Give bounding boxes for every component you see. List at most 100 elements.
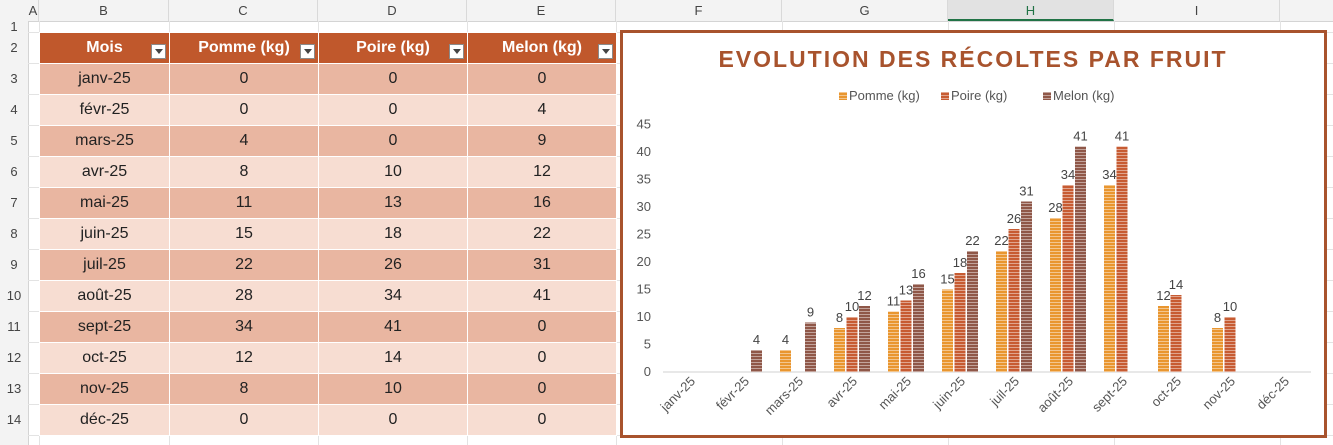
value-cell[interactable]: 0 (318, 404, 468, 436)
row-header-10[interactable]: 10 (6, 288, 22, 303)
row-header-3[interactable]: 3 (10, 71, 18, 86)
row-header-8[interactable]: 8 (10, 226, 18, 241)
column-header-h[interactable]: H (948, 0, 1114, 21)
value-cell[interactable]: 0 (318, 125, 468, 157)
header-pomme[interactable]: Pomme (kg) (169, 32, 319, 64)
bar (1116, 146, 1128, 372)
value-cell[interactable]: 0 (169, 94, 319, 126)
row-header-5[interactable]: 5 (10, 133, 18, 148)
column-header-a[interactable]: A (28, 0, 39, 21)
row-header-4[interactable]: 4 (10, 102, 18, 117)
data-label: 12 (1156, 288, 1170, 303)
row-header-11[interactable]: 11 (7, 319, 21, 334)
row-header-2[interactable]: 2 (10, 40, 18, 55)
harvest-chart[interactable]: EVOLUTION DES RÉCOLTES PAR FRUIT Pomme (k… (620, 30, 1327, 438)
month-cell[interactable]: juin-25 (39, 218, 170, 250)
month-cell[interactable]: sept-25 (39, 311, 170, 343)
filter-dropdown-icon[interactable] (300, 44, 315, 59)
month-cell[interactable]: févr-25 (39, 94, 170, 126)
value-cell[interactable]: 22 (467, 218, 617, 250)
bar (1008, 229, 1020, 372)
value-cell[interactable]: 41 (318, 311, 468, 343)
month-cell[interactable]: mars-25 (39, 125, 170, 157)
filter-dropdown-icon[interactable] (449, 44, 464, 59)
value-cell[interactable]: 0 (169, 63, 319, 95)
value-cell[interactable]: 15 (169, 218, 319, 250)
row-header-13[interactable]: 13 (6, 381, 22, 396)
value-cell[interactable]: 0 (467, 404, 617, 436)
value-cell[interactable]: 18 (318, 218, 468, 250)
y-tick-label: 30 (637, 199, 651, 214)
bar (846, 317, 858, 372)
header-melon[interactable]: Melon (kg) (467, 32, 617, 64)
row-header-9[interactable]: 9 (10, 257, 18, 272)
value-cell[interactable]: 4 (169, 125, 319, 157)
column-header-g[interactable]: G (782, 0, 948, 21)
value-cell[interactable]: 34 (169, 311, 319, 343)
value-cell[interactable]: 8 (169, 156, 319, 188)
legend-swatch (941, 92, 949, 100)
column-header-c[interactable]: C (169, 0, 318, 21)
header-label: Pomme (kg) (198, 39, 290, 56)
data-label: 9 (807, 305, 814, 320)
value-cell[interactable]: 12 (467, 156, 617, 188)
value-cell[interactable]: 0 (318, 94, 468, 126)
data-label: 26 (1007, 211, 1021, 226)
month-cell[interactable]: juil-25 (39, 249, 170, 281)
value-cell[interactable]: 9 (467, 125, 617, 157)
value-cell[interactable]: 0 (467, 342, 617, 374)
month-cell[interactable]: avr-25 (39, 156, 170, 188)
x-tick-label: févr-25 (713, 374, 752, 413)
value-cell[interactable]: 10 (318, 156, 468, 188)
column-header-i[interactable]: I (1114, 0, 1280, 21)
value-cell[interactable]: 0 (467, 373, 617, 405)
column-header-d[interactable]: D (318, 0, 467, 21)
value-cell[interactable]: 16 (467, 187, 617, 219)
data-label: 12 (857, 288, 871, 303)
value-cell[interactable]: 31 (467, 249, 617, 281)
value-cell[interactable]: 0 (467, 63, 617, 95)
header-label: Mois (86, 39, 123, 56)
value-cell[interactable]: 34 (318, 280, 468, 312)
table-row: juin-25 15 18 22 (39, 218, 617, 250)
bar (942, 289, 953, 372)
value-cell[interactable]: 0 (467, 311, 617, 343)
month-cell[interactable]: août-25 (39, 280, 170, 312)
column-header-f[interactable]: F (616, 0, 782, 21)
filter-dropdown-icon[interactable] (151, 44, 166, 59)
value-cell[interactable]: 10 (318, 373, 468, 405)
month-cell[interactable]: oct-25 (39, 342, 170, 374)
value-cell[interactable]: 41 (467, 280, 617, 312)
data-label: 31 (1019, 184, 1033, 199)
header-poire[interactable]: Poire (kg) (318, 32, 468, 64)
table-row: sept-25 34 41 0 (39, 311, 617, 343)
value-cell[interactable]: 4 (467, 94, 617, 126)
value-cell[interactable]: 0 (318, 63, 468, 95)
y-tick-label: 25 (637, 227, 651, 242)
value-cell[interactable]: 22 (169, 249, 319, 281)
month-cell[interactable]: nov-25 (39, 373, 170, 405)
value-cell[interactable]: 11 (169, 187, 319, 219)
value-cell[interactable]: 12 (169, 342, 319, 374)
value-cell[interactable]: 8 (169, 373, 319, 405)
month-cell[interactable]: janv-25 (39, 63, 170, 95)
value-cell[interactable]: 28 (169, 280, 319, 312)
row-header-1[interactable]: 1 (10, 19, 18, 34)
data-label: 15 (940, 272, 954, 287)
value-cell[interactable]: 13 (318, 187, 468, 219)
value-cell[interactable]: 26 (318, 249, 468, 281)
value-cell[interactable]: 0 (169, 404, 319, 436)
header-mois[interactable]: Mois (39, 32, 170, 64)
column-header-b[interactable]: B (39, 0, 169, 21)
row-header-14[interactable]: 14 (6, 412, 22, 427)
filter-dropdown-icon[interactable] (598, 44, 613, 59)
month-cell[interactable]: mai-25 (39, 187, 170, 219)
data-label: 4 (782, 332, 789, 347)
row-header-12[interactable]: 12 (6, 350, 22, 365)
row-header-7[interactable]: 7 (10, 195, 18, 210)
row-header-6[interactable]: 6 (10, 164, 18, 179)
y-tick-label: 5 (644, 337, 651, 352)
month-cell[interactable]: déc-25 (39, 404, 170, 436)
value-cell[interactable]: 14 (318, 342, 468, 374)
column-header-e[interactable]: E (467, 0, 616, 21)
